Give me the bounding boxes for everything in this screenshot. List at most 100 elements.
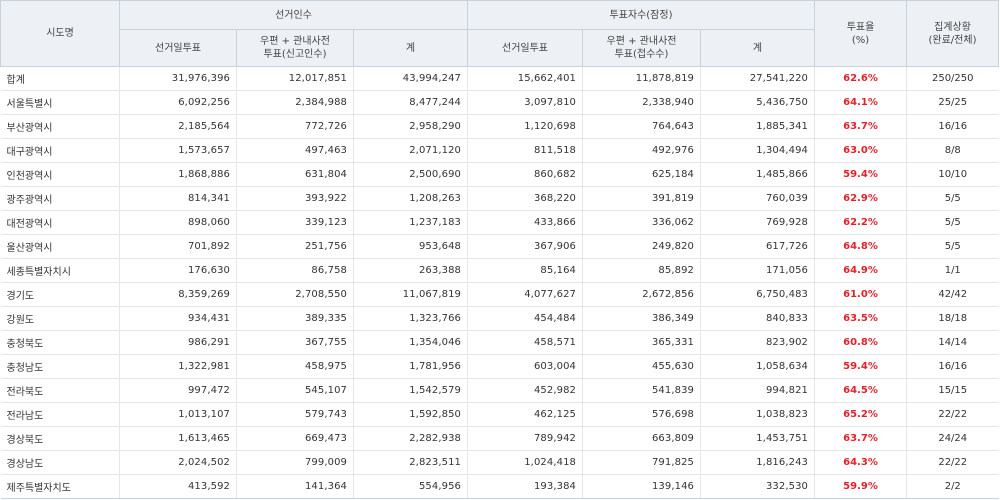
header-status-label: 집계상황 (완료/전체) [928, 21, 977, 46]
electorate-total-cell: 11,067,819 [353, 282, 468, 307]
voters-total-cell: 1,885,341 [700, 114, 815, 139]
voters-mail-early-cell: 791,825 [582, 450, 701, 475]
electorate-mail-early-cell: 2,384,988 [236, 90, 354, 115]
count-status-cell: 18/18 [906, 306, 999, 331]
turnout-rate-cell: 64.5% [814, 378, 907, 403]
voters-total-cell: 332,530 [700, 474, 815, 499]
region-cell: 경상북도 [0, 426, 120, 451]
voters-total-cell: 840,833 [700, 306, 815, 331]
region-cell: 제주특별자치도 [0, 474, 120, 499]
table-row: 인천광역시 1,868,886 631,804 2,500,690 860,682 625… [0, 162, 999, 187]
region-cell: 합계 [0, 66, 120, 91]
voters-mail-early-cell: 85,892 [582, 258, 701, 283]
header-voters-election-day: 선거일투표 [467, 29, 583, 67]
turnout-rate-cell: 63.7% [814, 426, 907, 451]
voters-election-day-cell: 860,682 [467, 162, 583, 187]
electorate-total-cell: 1,237,183 [353, 210, 468, 235]
header-voters-total: 계 [700, 29, 815, 67]
voters-total-cell: 823,902 [700, 330, 815, 355]
turnout-rate-cell: 61.0% [814, 282, 907, 307]
count-status-cell: 1/1 [906, 258, 999, 283]
voters-election-day-cell: 433,866 [467, 210, 583, 235]
table-row: 대구광역시 1,573,657 497,463 2,071,120 811,518 492… [0, 138, 999, 163]
count-status-cell: 16/16 [906, 114, 999, 139]
region-cell: 충청남도 [0, 354, 120, 379]
table-row: 경기도 8,359,269 2,708,550 11,067,819 4,077,627… [0, 282, 999, 307]
voters-election-day-cell: 452,982 [467, 378, 583, 403]
region-cell: 경기도 [0, 282, 120, 307]
voters-mail-early-cell: 11,878,819 [582, 66, 701, 91]
region-cell: 대구광역시 [0, 138, 120, 163]
region-cell: 강원도 [0, 306, 120, 331]
voters-total-cell: 617,726 [700, 234, 815, 259]
count-status-cell: 22/22 [906, 402, 999, 427]
turnout-rate-cell: 59.9% [814, 474, 907, 499]
voters-total-cell: 1,058,634 [700, 354, 815, 379]
turnout-rate-cell: 59.4% [814, 162, 907, 187]
turnout-rate-cell: 64.9% [814, 258, 907, 283]
turnout-rate-cell: 62.9% [814, 186, 907, 211]
electorate-election-day-cell: 934,431 [119, 306, 237, 331]
voters-election-day-cell: 4,077,627 [467, 282, 583, 307]
electorate-total-cell: 1,323,766 [353, 306, 468, 331]
region-cell: 충청북도 [0, 330, 120, 355]
header-region: 시도명 [0, 0, 120, 67]
voters-election-day-cell: 1,024,418 [467, 450, 583, 475]
voters-total-cell: 5,436,750 [700, 90, 815, 115]
turnout-rate-cell: 64.8% [814, 234, 907, 259]
table-row: 충청북도 986,291 367,755 1,354,046 458,571 365,33… [0, 330, 999, 355]
electorate-election-day-cell: 814,341 [119, 186, 237, 211]
electorate-mail-early-cell: 393,922 [236, 186, 354, 211]
turnout-rate-cell: 60.8% [814, 330, 907, 355]
electorate-total-cell: 1,542,579 [353, 378, 468, 403]
voters-total-cell: 171,056 [700, 258, 815, 283]
electorate-total-cell: 953,648 [353, 234, 468, 259]
voters-mail-early-cell: 336,062 [582, 210, 701, 235]
voters-mail-early-cell: 492,976 [582, 138, 701, 163]
table-row: 대전광역시 898,060 339,123 1,237,183 433,866 336,0… [0, 210, 999, 235]
electorate-election-day-cell: 31,976,396 [119, 66, 237, 91]
electorate-total-cell: 2,958,290 [353, 114, 468, 139]
count-status-cell: 2/2 [906, 474, 999, 499]
voters-total-cell: 1,816,243 [700, 450, 815, 475]
turnout-rate-cell: 62.6% [814, 66, 907, 91]
table-row: 세종특별자치시 176,630 86,758 263,388 85,164 85,892 1… [0, 258, 999, 283]
region-cell: 전라남도 [0, 402, 120, 427]
electorate-total-cell: 2,500,690 [353, 162, 468, 187]
voters-total-cell: 769,928 [700, 210, 815, 235]
region-cell: 인천광역시 [0, 162, 120, 187]
header-electorate-election-day: 선거일투표 [119, 29, 237, 67]
turnout-rate-cell: 64.1% [814, 90, 907, 115]
table-row: 전라남도 1,013,107 579,743 1,592,850 462,125 576,… [0, 402, 999, 427]
turnout-rate-cell: 63.7% [814, 114, 907, 139]
header-voters-mail-early: 우편 + 관내사전 투표(접수수) [582, 29, 701, 67]
voters-election-day-cell: 1,120,698 [467, 114, 583, 139]
voters-election-day-cell: 789,942 [467, 426, 583, 451]
electorate-total-cell: 43,994,247 [353, 66, 468, 91]
voters-total-cell: 1,304,494 [700, 138, 815, 163]
header-electorate-group: 선거인수 [119, 0, 468, 30]
voters-mail-early-cell: 625,184 [582, 162, 701, 187]
header-count-status: 집계상황 (완료/전체) [906, 0, 999, 67]
table-row: 경상남도 2,024,502 799,009 2,823,511 1,024,418 79… [0, 450, 999, 475]
region-cell: 광주광역시 [0, 186, 120, 211]
region-cell: 전라북도 [0, 378, 120, 403]
table-row: 전라북도 997,472 545,107 1,542,579 452,982 541,83… [0, 378, 999, 403]
electorate-mail-early-cell: 141,364 [236, 474, 354, 499]
header-electorate-mail-early: 우편 + 관내사전 투표(신고인수) [236, 29, 354, 67]
table-row: 광주광역시 814,341 393,922 1,208,263 368,220 391,8… [0, 186, 999, 211]
electorate-election-day-cell: 176,630 [119, 258, 237, 283]
count-status-cell: 14/14 [906, 330, 999, 355]
electorate-mail-early-cell: 579,743 [236, 402, 354, 427]
header-v-total-label: 계 [752, 42, 763, 54]
voters-mail-early-cell: 663,809 [582, 426, 701, 451]
count-status-cell: 42/42 [906, 282, 999, 307]
electorate-election-day-cell: 986,291 [119, 330, 237, 355]
electorate-mail-early-cell: 772,726 [236, 114, 354, 139]
electorate-total-cell: 2,282,938 [353, 426, 468, 451]
turnout-rate-cell: 64.3% [814, 450, 907, 475]
table-row: 울산광역시 701,892 251,756 953,648 367,906 249,820… [0, 234, 999, 259]
electorate-election-day-cell: 701,892 [119, 234, 237, 259]
electorate-total-cell: 1,592,850 [353, 402, 468, 427]
